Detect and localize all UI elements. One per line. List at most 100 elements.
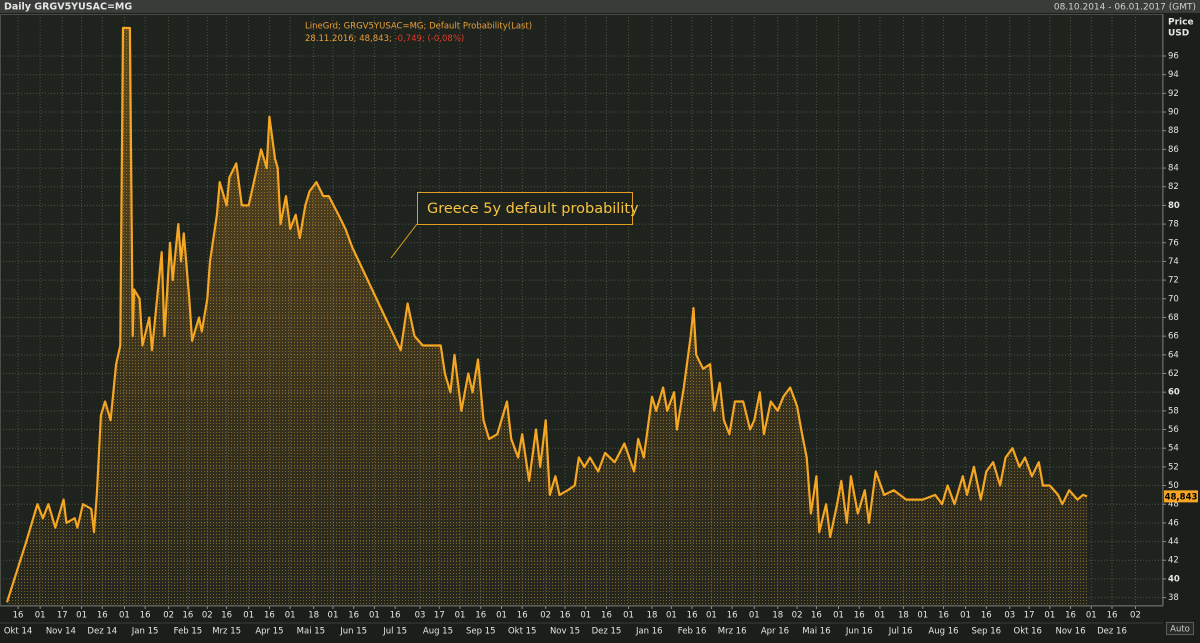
x-tick-label: 01 — [76, 611, 87, 621]
x-tick-label: 16 — [727, 611, 738, 621]
y-tick-label: 60 — [1168, 388, 1180, 398]
x-tick-label: 01 — [666, 611, 677, 621]
x-tick-label: 18 — [772, 611, 783, 621]
legend-last: 28.11.2016; 48,843; -0,749; (-0,08%) — [305, 34, 464, 44]
x-tick-label: 17 — [1024, 611, 1035, 621]
y-tick-label: 72 — [1168, 276, 1179, 286]
month-label: Okt 15 — [508, 627, 536, 637]
x-tick-label: 16 — [221, 611, 232, 621]
y-tick-label: 94 — [1168, 70, 1179, 80]
y-tick-label: 48 — [1168, 500, 1179, 510]
last-value-tag — [1164, 490, 1198, 503]
month-label: Okt 14 — [4, 627, 32, 637]
x-tick-label: 01 — [1044, 611, 1055, 621]
month-label: Jul 15 — [382, 627, 407, 637]
month-label: Feb 15 — [174, 627, 203, 637]
y-tick-label: 80 — [1168, 201, 1180, 211]
x-tick-label: 01 — [243, 611, 254, 621]
header-bar — [0, 0, 1200, 13]
y-tick-label: 86 — [1168, 145, 1179, 155]
month-label: Aug 15 — [423, 627, 453, 637]
chart-title: Daily GRGV5YUSAC=MG — [4, 2, 132, 13]
y-tick-label: 38 — [1168, 593, 1179, 603]
x-tick-label: 16 — [981, 611, 992, 621]
x-tick-label: 16 — [183, 611, 194, 621]
month-label: Jan 15 — [131, 627, 159, 637]
x-tick-label: 01 — [455, 611, 466, 621]
month-label: Sep 16 — [972, 627, 1002, 637]
y-tick-label: 64 — [1168, 350, 1179, 360]
x-tick-label: 16 — [13, 611, 24, 621]
month-label: Mai 16 — [802, 627, 830, 637]
x-tick-label: 16 — [601, 611, 612, 621]
x-tick-label: 02 — [1130, 611, 1141, 621]
x-tick-label: 01 — [917, 611, 928, 621]
y-axis-unit: USD — [1168, 29, 1189, 39]
y-tick-label: 54 — [1168, 444, 1179, 454]
y-tick-label: 78 — [1168, 220, 1179, 230]
legend-change: -0,749; (-0,08%) — [395, 34, 465, 44]
x-tick-label: 16 — [1107, 611, 1118, 621]
x-tick-label: 01 — [580, 611, 591, 621]
y-tick-label: 46 — [1168, 518, 1179, 528]
month-label: Nov 16 — [1056, 627, 1086, 637]
y-tick-label: 66 — [1168, 332, 1179, 342]
y-tick-label: 96 — [1168, 52, 1179, 62]
month-label: Dez 16 — [1097, 627, 1127, 637]
annotation: Greece 5y default probability — [427, 201, 639, 217]
y-tick-label: 44 — [1168, 537, 1179, 547]
y-tick-label: 40 — [1168, 574, 1180, 584]
x-tick-label: 02 — [792, 611, 803, 621]
month-label: Jun 16 — [845, 627, 873, 637]
x-tick-label: 01 — [706, 611, 717, 621]
x-tick-label: 18 — [898, 611, 909, 621]
y-tick-label: 82 — [1168, 182, 1179, 192]
x-tick-label: 16 — [1065, 611, 1076, 621]
y-tick-label: 68 — [1168, 313, 1179, 323]
x-tick-label: 01 — [285, 611, 296, 621]
y-tick-label: 76 — [1168, 238, 1179, 248]
month-label: Mai 15 — [297, 627, 325, 637]
month-label: Apr 16 — [761, 627, 789, 637]
y-tick-label: 56 — [1168, 425, 1179, 435]
x-tick-label: 02 — [202, 611, 213, 621]
x-tick-label: 16 — [854, 611, 865, 621]
x-tick-label: 01 — [833, 611, 844, 621]
x-tick-label: 16 — [140, 611, 151, 621]
x-tick-label: 16 — [938, 611, 949, 621]
month-label: Aug 16 — [928, 627, 958, 637]
y-tick-label: 42 — [1168, 556, 1179, 566]
y-tick-label: 74 — [1168, 257, 1179, 267]
y-axis-panel — [1163, 14, 1200, 606]
legend-last-value: 28.11.2016; 48,843; — [305, 34, 392, 44]
annotation-leader — [390, 223, 418, 259]
last-value-label: 48,843 — [1165, 492, 1198, 502]
month-label: Okt 16 — [1014, 627, 1042, 637]
month-label: Jul 16 — [888, 627, 913, 637]
y-tick-label: 90 — [1168, 108, 1179, 118]
x-tick-label: 02 — [163, 611, 174, 621]
y-tick-label: 92 — [1168, 89, 1179, 99]
month-label: Mrz 15 — [212, 627, 241, 637]
month-label: Dez 15 — [592, 627, 622, 637]
x-tick-label: 16 — [517, 611, 528, 621]
x-tick-label: 02 — [540, 611, 551, 621]
x-tick-label: 16 — [811, 611, 822, 621]
x-tick-label: 01 — [875, 611, 886, 621]
y-tick-label: 84 — [1168, 164, 1179, 174]
x-tick-label: 01 — [749, 611, 760, 621]
x-tick-label: 17 — [57, 611, 68, 621]
month-label: Jan 16 — [635, 627, 663, 637]
x-tick-label: 03 — [1004, 611, 1015, 621]
scale-mode[interactable]: Auto — [1170, 625, 1190, 635]
legend-entry: LineGrd; GRGV5YUSAC=MG; Default Probabil… — [305, 22, 532, 32]
y-tick-label: 88 — [1168, 126, 1179, 136]
x-tick-label: 01 — [1086, 611, 1097, 621]
x-tick-label: 16 — [475, 611, 486, 621]
x-tick-label: 18 — [308, 611, 319, 621]
y-tick-label: 62 — [1168, 369, 1179, 379]
x-tick-label: 18 — [647, 611, 658, 621]
scale-mode-button[interactable] — [1166, 622, 1194, 635]
x-tick-label: 16 — [97, 611, 108, 621]
